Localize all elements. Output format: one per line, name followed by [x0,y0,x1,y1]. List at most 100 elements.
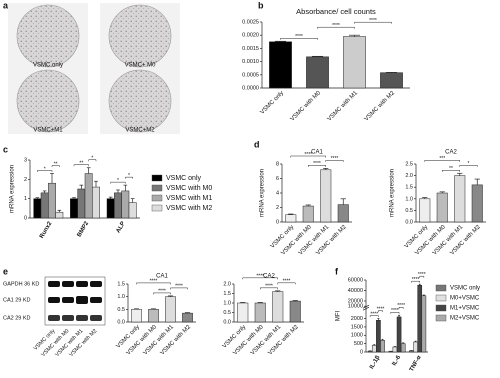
bar [84,173,93,219]
significance-label: **** [397,303,405,309]
panel-letter: b [258,0,264,10]
bar [380,340,385,353]
x-tick-label: IL-6 [392,354,403,367]
significance-label: **** [283,279,291,285]
x-tick-label: Runx2 [39,220,54,239]
y-tick-label: 1000 [351,333,363,339]
bar [471,184,483,223]
panel-letter: c [3,144,8,154]
significance-bracket [369,315,379,318]
significance-label: **** [304,152,312,158]
bar [128,202,137,219]
y-axis-label: mRNA expression [260,169,266,217]
significance-label: **** [332,23,340,29]
image-label: VSMC+M1 [33,128,63,134]
significance-label: ** [79,161,83,167]
significance-label: **** [377,306,385,312]
significance-label: **** [370,311,378,317]
band-label: GAPDH 36 KD [3,281,39,287]
significance-bracket [378,310,383,313]
y-tick-label: 10000 [348,304,363,310]
significance-label: * [91,156,93,162]
bar [77,188,86,219]
y-tick-label: 1.5 [117,281,125,287]
y-tick-label: 0.0015 [242,46,259,52]
image-label: VSMC only [33,63,63,69]
bar [114,192,122,219]
significance-bracket [390,312,400,314]
significance-label: **** [313,161,321,167]
y-tick-label: 3 [24,157,27,163]
significance-label: * [44,166,46,172]
blot-band [62,297,74,303]
significance-label: **** [331,156,339,162]
y-tick-label: 2.5 [405,161,413,167]
significance-bracket [170,287,188,290]
blot-band [48,315,60,321]
bar [409,350,414,353]
legend-label: M1+VSMC [450,306,480,312]
bar [413,341,418,353]
blot-band [76,315,88,321]
y-tick-label: 4 [276,190,279,196]
legend-swatch [435,304,447,312]
bar [33,198,42,219]
well-image [16,4,80,68]
bar [269,41,292,89]
bar [380,72,403,89]
significance-bracket [442,170,460,172]
significance-bracket [125,176,133,179]
blot-band [90,315,102,321]
y-tick-label: 1.0 [223,300,231,306]
significance-label: * [468,161,470,167]
bar [436,192,448,223]
bar [343,36,366,89]
bar [417,284,423,353]
significance-bracket [280,38,318,40]
y-tick-label: 2 [276,205,279,211]
legend-swatch [151,174,163,182]
y-tick-label: 0.0 [223,319,231,325]
bar [106,198,115,219]
significance-bracket [424,160,460,162]
y-tick-label: 1.5 [223,291,231,297]
y-tick-label: 0.5 [117,307,125,313]
legend-swatch [435,314,447,322]
y-tick-label: 6 [276,176,279,182]
y-tick-label: 0.0000 [242,85,259,91]
bar [165,296,176,323]
significance-bracket [419,275,425,278]
chart-title: CA2 [445,150,457,156]
x-tick-label: IL-1β [369,355,382,371]
x-tick-label: TNF-α [409,355,423,373]
significance-bracket [260,287,278,290]
y-tick-label: 0.0005 [242,72,259,78]
bar [40,192,49,219]
y-tick-label: 1 [24,196,27,202]
legend-label: VSMC with M2 [166,205,212,212]
y-tick-label: 0.0025 [242,19,259,25]
x-tick-label: BMP2 [77,220,91,238]
x-tick-label: VSMC with M2 [364,90,397,123]
significance-bracket [136,282,171,285]
significance-label: * [117,178,119,184]
y-tick-label: 0.5 [405,208,413,214]
y-tick-label: 2000 [351,316,363,322]
well-image [108,69,172,133]
y-tick-label: 1.0 [405,196,413,202]
legend-label: VSMC with M1 [166,195,212,202]
bar [302,205,314,223]
image-label: VSMC+ M0 [125,63,157,69]
y-tick-label: 500 [354,341,363,347]
significance-bracket [317,26,355,29]
blot-band [76,296,88,304]
significance-bracket [354,21,392,24]
bar [306,56,329,89]
chart-title: CA2 [263,274,275,280]
x-tick-label: VSMC with M0 [290,90,323,123]
legend-swatch [151,194,163,202]
bar [121,190,130,219]
significance-bracket [411,280,420,283]
image-label: VSMC+M2 [125,128,155,134]
